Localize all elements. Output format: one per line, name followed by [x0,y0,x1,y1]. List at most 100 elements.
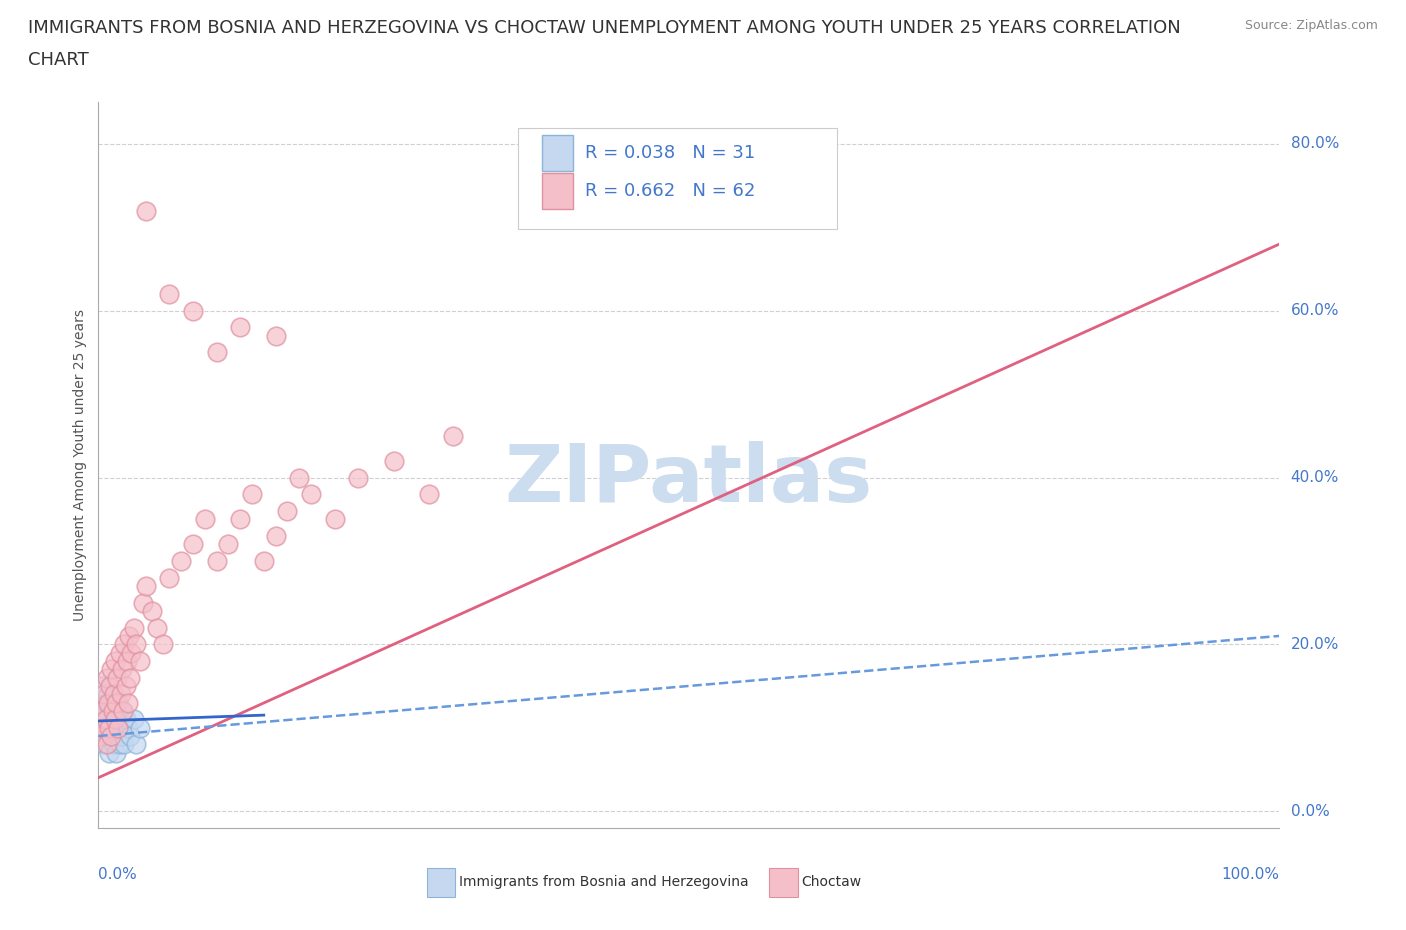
Text: 100.0%: 100.0% [1222,867,1279,882]
Point [98,696,121,711]
Point [135,578,157,593]
Point [91,679,114,694]
Point [94,711,117,726]
Point [101,703,124,718]
Point [122,711,145,726]
Point [141,604,163,618]
Point [96,737,118,751]
Text: 40.0%: 40.0% [1291,470,1339,485]
FancyBboxPatch shape [427,869,456,897]
Point [217,537,239,551]
Point [96,728,118,743]
Point [96,671,118,685]
Point [181,303,204,318]
Point [114,679,136,694]
Point [135,204,157,219]
Point [97,711,120,726]
Point [91,703,114,718]
Point [120,671,142,685]
Point [93,737,115,751]
Point [89,728,111,743]
Point [125,637,148,652]
Text: 80.0%: 80.0% [1291,137,1339,152]
Point [111,728,134,743]
Point [128,720,150,735]
Point [112,703,135,718]
Point [98,679,121,694]
Point [114,711,136,726]
Point [107,696,129,711]
FancyBboxPatch shape [769,869,797,897]
Point [103,687,125,702]
Point [117,720,139,735]
Point [91,720,114,735]
Point [128,654,150,669]
Point [121,645,143,660]
Point [229,512,252,526]
Point [104,711,127,726]
Point [97,696,120,711]
Point [112,737,135,751]
Point [94,696,117,711]
Point [111,662,134,677]
Point [132,595,155,610]
Point [93,687,115,702]
Text: Source: ZipAtlas.com: Source: ZipAtlas.com [1244,19,1378,32]
Point [264,328,287,343]
Text: 0.0%: 0.0% [1291,804,1329,818]
Point [122,620,145,635]
Point [104,711,127,726]
Point [288,470,311,485]
Point [90,703,112,718]
Point [91,720,114,735]
Point [264,528,287,543]
Point [441,429,464,444]
Point [108,737,131,751]
Point [105,696,128,711]
Point [115,654,138,669]
Text: ZIPatlas: ZIPatlas [505,441,873,519]
Point [418,486,440,501]
Point [170,553,193,568]
Point [98,745,121,760]
Point [194,512,217,526]
Point [100,662,122,677]
Point [205,553,228,568]
Point [100,728,122,743]
Point [229,320,252,335]
Point [240,486,263,501]
Point [205,345,228,360]
Point [112,637,135,652]
Point [104,654,127,669]
Point [105,745,128,760]
Point [347,470,370,485]
Text: 20.0%: 20.0% [1291,637,1339,652]
Point [125,737,148,751]
Point [101,703,124,718]
Point [103,737,125,751]
Text: 0.0%: 0.0% [98,867,138,882]
FancyBboxPatch shape [517,127,837,230]
Y-axis label: Unemployment Among Youth under 25 years: Unemployment Among Youth under 25 years [73,309,87,621]
Point [118,629,141,644]
Text: Choctaw: Choctaw [801,875,862,889]
Point [299,486,322,501]
Point [157,570,180,585]
Text: CHART: CHART [28,51,89,69]
Point [110,687,132,702]
Point [108,645,131,660]
Point [110,720,132,735]
Text: Immigrants from Bosnia and Herzegovina: Immigrants from Bosnia and Herzegovina [458,875,748,889]
Point [152,637,174,652]
Point [105,720,128,735]
Point [382,454,405,469]
Point [98,720,121,735]
Point [108,711,131,726]
Text: 60.0%: 60.0% [1291,303,1339,318]
Point [253,553,276,568]
Point [105,728,128,743]
Point [146,620,169,635]
Point [112,703,135,718]
Point [157,286,180,301]
Point [100,728,122,743]
